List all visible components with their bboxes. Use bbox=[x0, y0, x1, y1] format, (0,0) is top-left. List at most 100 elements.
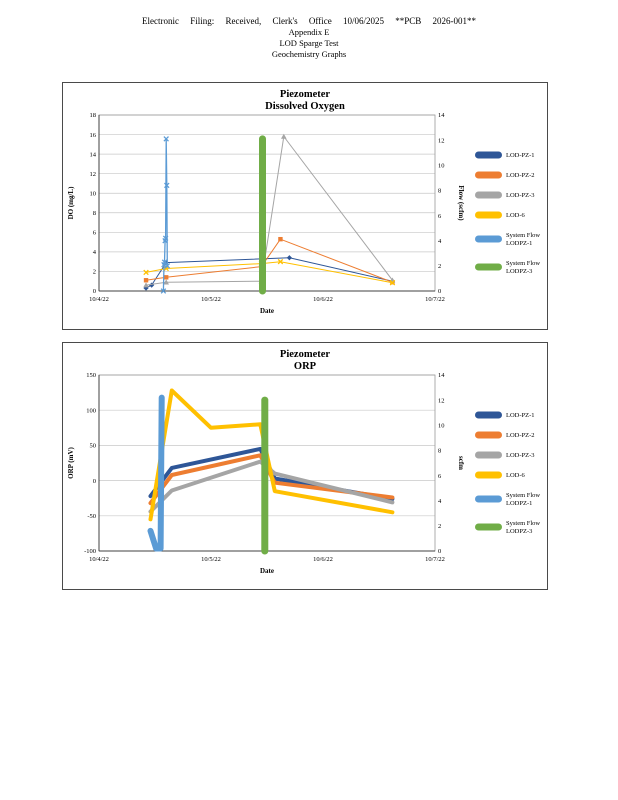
x-axis-tick-label: 10/7/22 bbox=[425, 296, 445, 303]
legend-label: LOD-PZ-2 bbox=[506, 172, 535, 179]
marker-square bbox=[164, 275, 169, 280]
legend-label: LODPZ-1 bbox=[506, 240, 532, 247]
y-axis-tick-label: 14 bbox=[90, 151, 97, 158]
legend-swatch-lod-pz-3 bbox=[475, 451, 502, 459]
y2-axis-title: Flow (scfm) bbox=[457, 185, 465, 221]
legend-swatch-lod-pz-1 bbox=[475, 151, 502, 159]
y2-axis-tick-label: 0 bbox=[438, 548, 441, 555]
chart-subtitle: Dissolved Oxygen bbox=[265, 101, 345, 112]
y2-axis-tick-label: 2 bbox=[438, 263, 441, 270]
chart-title: Piezometer bbox=[280, 89, 330, 100]
orp-chart-svg: -100 -50 0 50 100 150 0 2 4 6 8 10 12 14 10/4/22 10/5/2… bbox=[67, 349, 540, 575]
x-axis-tick-label: 10/5/22 bbox=[201, 296, 221, 303]
legend-label: LOD-6 bbox=[506, 472, 526, 479]
y2-axis-title: scfm bbox=[457, 456, 465, 470]
y2-axis-tick-label: 8 bbox=[438, 188, 441, 195]
y2-axis-tick-label: 6 bbox=[438, 213, 442, 220]
marker-x bbox=[389, 279, 396, 286]
appendix-label: Appendix E bbox=[288, 27, 330, 37]
y-axis-tick-label: 10 bbox=[90, 190, 97, 197]
legend-label: System Flow bbox=[506, 520, 540, 527]
plot-border bbox=[98, 114, 436, 292]
y2-axis-tick-label: 8 bbox=[438, 448, 441, 455]
chart-subtitle: ORP bbox=[294, 361, 317, 372]
y-axis-tick-label: 12 bbox=[90, 171, 97, 178]
legend-swatch-lod-pz-1 bbox=[475, 411, 502, 419]
marker-x bbox=[162, 235, 169, 241]
do-chart-svg: 0 2 4 6 8 10 12 14 16 18 0 2 4 6 8 10 12 14 10/4/22 10/5/22… bbox=[67, 89, 540, 315]
x-axis-tick-label: 10/4/22 bbox=[89, 296, 109, 303]
y-axis-title: ORP (mV) bbox=[67, 446, 75, 478]
legend-swatch-system-flow-lodpz-3 bbox=[475, 263, 502, 271]
y2-axis-tick-label: 10 bbox=[438, 162, 445, 169]
y-axis-tick-label: 6 bbox=[93, 230, 97, 237]
y-axis-tick-label: -50 bbox=[87, 513, 96, 520]
legend-swatch-lod-6 bbox=[475, 211, 502, 219]
dissolved-oxygen-chart: 0 2 4 6 8 10 12 14 16 18 0 2 4 6 8 10 12 14 10/4/22 10/5/22… bbox=[62, 82, 548, 330]
series-line-lod-6 bbox=[148, 388, 395, 522]
y-axis-tick-label: 150 bbox=[86, 372, 96, 379]
marker-x bbox=[161, 259, 168, 265]
legend-swatch-lod-pz-3 bbox=[475, 191, 502, 199]
y-axis-tick-label: -100 bbox=[84, 548, 96, 555]
x-axis-tick-label: 10/6/22 bbox=[313, 556, 333, 563]
legend-label: LODPZ-3 bbox=[506, 268, 532, 275]
legend-swatch-system-flow-lodpz-1 bbox=[475, 235, 502, 243]
series-line-lod-6 bbox=[145, 261, 393, 284]
graphs-label: Geochemistry Graphs bbox=[271, 49, 347, 59]
marker-triangle bbox=[281, 133, 287, 139]
y2-axis-tick-label: 4 bbox=[438, 238, 442, 245]
y2-axis-tick-label: 0 bbox=[438, 288, 441, 295]
marker-diamond bbox=[286, 255, 292, 261]
series-line-lod-pz-3 bbox=[148, 459, 395, 514]
y-axis-tick-label: 0 bbox=[93, 478, 96, 485]
y-axis-tick-label: 4 bbox=[93, 249, 97, 256]
legend-label: LODPZ-1 bbox=[506, 500, 532, 507]
y2-axis-tick-label: 14 bbox=[438, 112, 445, 119]
test-name-label: LOD Sparge Test bbox=[279, 38, 339, 48]
y-axis-tick-label: 2 bbox=[93, 269, 96, 276]
marker-x bbox=[164, 182, 170, 189]
marker-x bbox=[160, 288, 167, 294]
marker-triangle bbox=[163, 279, 169, 285]
marker-x bbox=[277, 258, 284, 265]
x-axis-tick-label: 10/4/22 bbox=[89, 556, 109, 563]
y2-axis-tick-label: 6 bbox=[438, 473, 442, 480]
legend-swatch-lod-6 bbox=[475, 471, 502, 479]
filing-stamp-line: Electronic Filing: Received, Clerk's Off… bbox=[142, 16, 476, 26]
y-axis-tick-label: 50 bbox=[90, 443, 97, 450]
y2-axis-tick-label: 10 bbox=[438, 422, 445, 429]
legend-swatch-lod-pz-2 bbox=[475, 171, 502, 179]
y2-axis-tick-label: 4 bbox=[438, 498, 442, 505]
y2-axis-tick-label: 14 bbox=[438, 372, 445, 379]
legend-swatch-system-flow-lodpz-3 bbox=[475, 523, 502, 531]
marker-x bbox=[163, 136, 169, 142]
filing-header: Electronic Filing: Received, Clerk's Off… bbox=[0, 16, 618, 60]
marker-x bbox=[164, 263, 171, 269]
y-axis-tick-label: 100 bbox=[86, 407, 96, 414]
x-axis-tick-label: 10/6/22 bbox=[313, 296, 333, 303]
legend-label: LOD-PZ-3 bbox=[506, 452, 535, 459]
marker-diamond bbox=[149, 282, 155, 288]
legend-label: LODPZ-3 bbox=[506, 528, 532, 535]
y-axis-tick-label: 18 bbox=[90, 112, 97, 119]
legend-label: LOD-PZ-3 bbox=[506, 192, 535, 199]
legend-label: System Flow bbox=[506, 492, 540, 499]
y-axis-tick-label: 16 bbox=[90, 132, 97, 139]
marker-square bbox=[143, 278, 149, 283]
chart-title: Piezometer bbox=[280, 349, 330, 360]
marker-triangle bbox=[143, 282, 149, 288]
legend-label: LOD-PZ-1 bbox=[506, 412, 535, 419]
y-axis-tick-label: 8 bbox=[93, 210, 96, 217]
x-axis-tick-label: 10/5/22 bbox=[201, 556, 221, 563]
legend-label: System Flow bbox=[506, 232, 540, 239]
legend-swatch-lod-pz-2 bbox=[475, 431, 502, 439]
series-line-lod-pz-1 bbox=[148, 446, 395, 501]
legend-label: LOD-6 bbox=[506, 212, 526, 219]
legend-label: System Flow bbox=[506, 260, 540, 267]
orp-chart: -100 -50 0 50 100 150 0 2 4 6 8 10 12 14 10/4/22 10/5/2… bbox=[62, 342, 548, 590]
y-axis-tick-label: 0 bbox=[93, 288, 96, 295]
x-axis-title: Date bbox=[260, 307, 274, 315]
y2-axis-tick-label: 2 bbox=[438, 523, 441, 530]
